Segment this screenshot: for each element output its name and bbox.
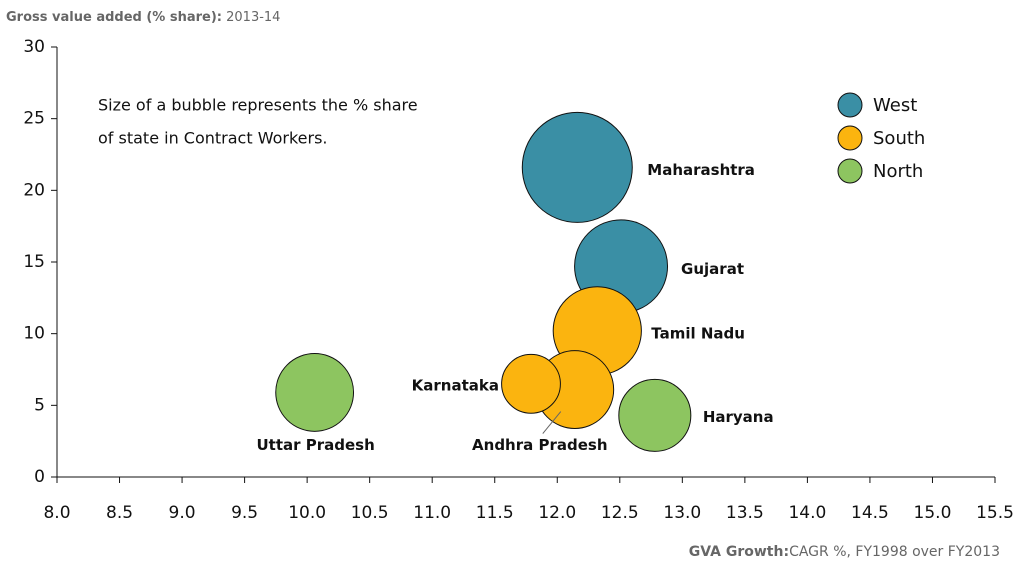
legend-marker (837, 92, 863, 118)
legend-label: North (873, 161, 923, 182)
x-tick-label: 11.5 (476, 503, 514, 523)
x-tick-label: 14.5 (851, 503, 889, 523)
bubble (618, 378, 692, 452)
annotation: of state in Contract Workers. (98, 129, 328, 148)
x-tick-label: 13.5 (726, 503, 764, 523)
x-tick-label: 15.5 (976, 503, 1014, 523)
bubble (521, 111, 633, 223)
x-axis-label: GVA Growth:CAGR %, FY1998 over FY2013 (689, 544, 1000, 560)
x-tick-label: 9.0 (169, 503, 196, 523)
x-tick-label: 15.0 (914, 503, 952, 523)
legend-label: West (873, 95, 917, 116)
x-tick-label: 12.5 (601, 503, 639, 523)
legend-label: South (873, 128, 925, 149)
chart-subtitle: 2013-14 (226, 10, 280, 25)
y-tick-label: 5 (34, 395, 45, 415)
bubble (501, 353, 561, 414)
bubble-label: Karnataka (412, 376, 499, 394)
x-tick-label: 13.0 (663, 503, 701, 523)
bubble-label: Maharashtra (647, 161, 755, 179)
x-tick-label: 8.5 (106, 503, 133, 523)
y-tick-label: 30 (23, 37, 45, 57)
bubble-label: Andhra Pradesh (472, 436, 607, 454)
y-tick-label: 25 (23, 109, 45, 129)
chart-heading: Gross value added (% share): 2013-14 (6, 10, 280, 25)
x-tick-label: 12.0 (538, 503, 576, 523)
leader-line (542, 411, 562, 434)
annotation: Size of a bubble represents the % share (98, 96, 418, 115)
bubble-label: Haryana (703, 408, 774, 426)
bubble (275, 353, 355, 432)
legend-marker (837, 158, 863, 184)
x-tick-label: 9.5 (231, 503, 258, 523)
bubble-label: Uttar Pradesh (256, 436, 374, 454)
x-tick-label: 14.0 (788, 503, 826, 523)
x-axis-label-text: CAGR %, FY1998 over FY2013 (789, 544, 1000, 560)
x-tick-label: 10.5 (351, 503, 389, 523)
bubble-label: Gujarat (681, 260, 744, 278)
y-tick-label: 20 (23, 180, 45, 200)
y-tick-label: 15 (23, 252, 45, 272)
bubble-label: Tamil Nadu (651, 324, 745, 342)
x-axis-label-bold: GVA Growth: (689, 544, 789, 560)
x-tick-label: 11.0 (413, 503, 451, 523)
x-tick-label: 8.0 (43, 503, 70, 523)
legend-marker (837, 125, 863, 151)
chart-title: Gross value added (% share): (6, 10, 222, 25)
y-tick-label: 10 (23, 324, 45, 344)
y-tick-label: 0 (34, 467, 45, 487)
x-tick-label: 10.0 (288, 503, 326, 523)
